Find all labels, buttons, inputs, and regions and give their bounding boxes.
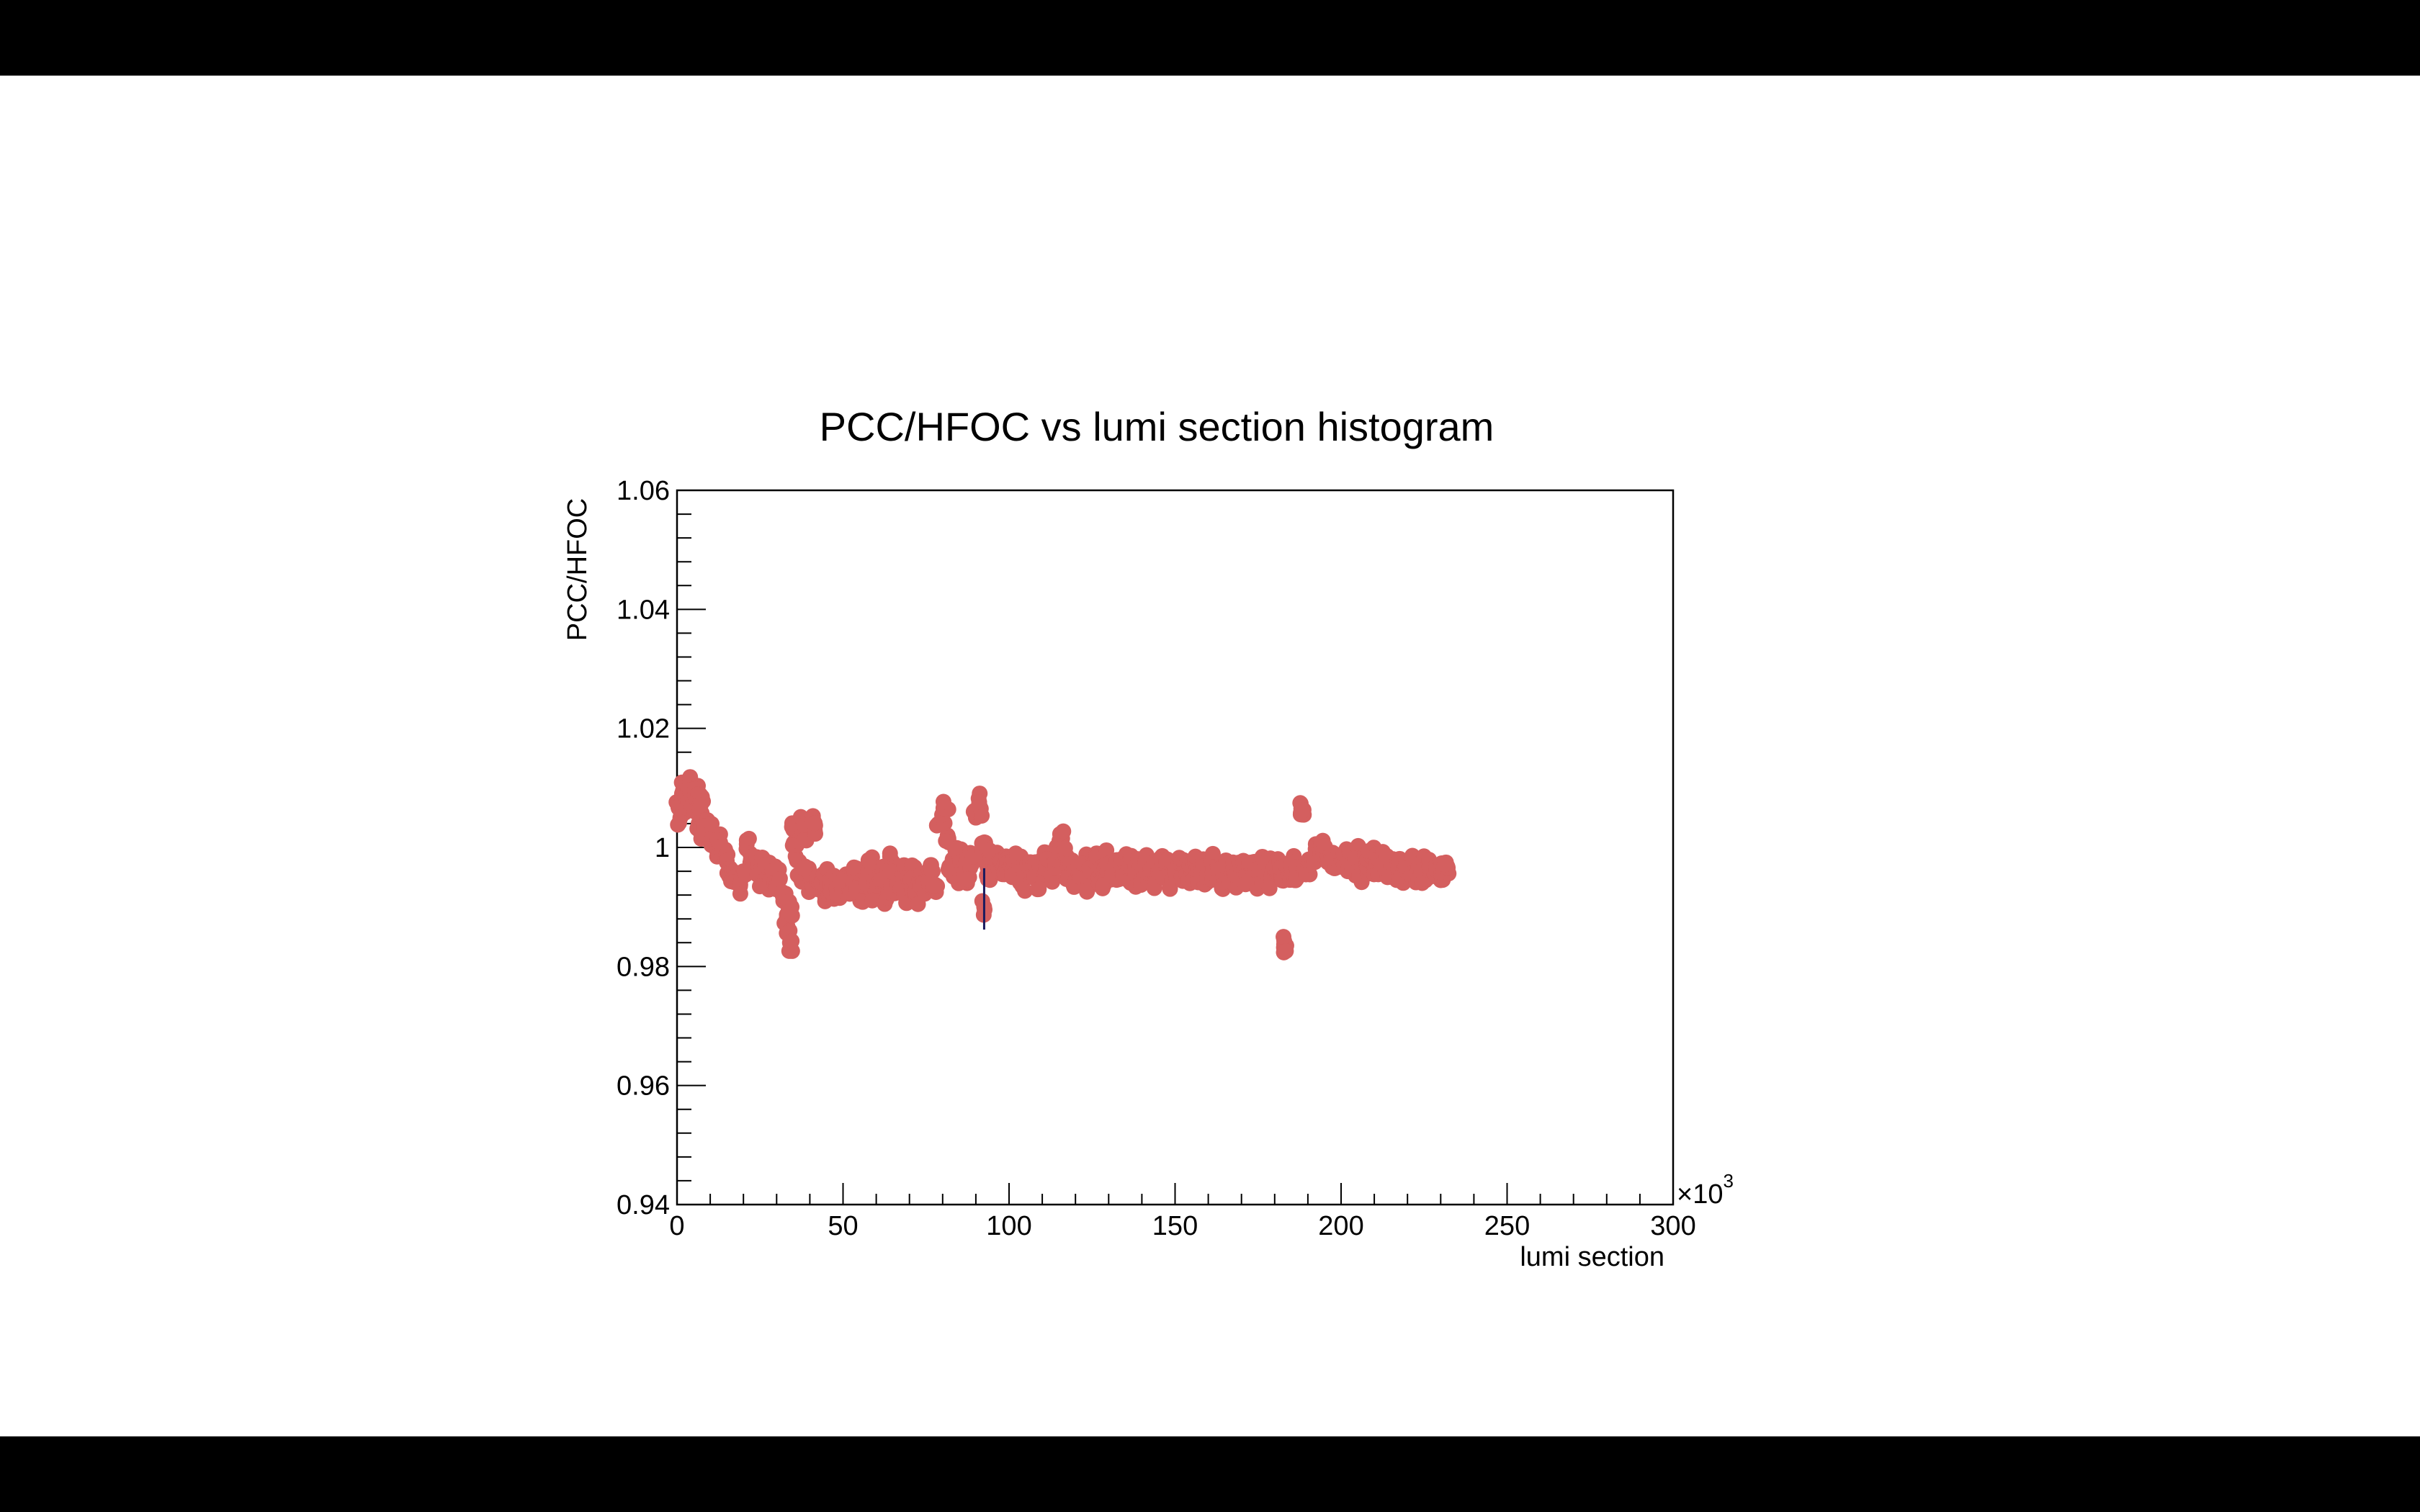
- data-point-sample: [935, 793, 951, 810]
- data-point-sample: [784, 907, 800, 924]
- data-point-sample: [974, 893, 990, 909]
- y-axis-label: PCC/HFOC: [563, 498, 593, 641]
- x-axis-multiplier-exponent: 3: [1723, 1170, 1733, 1192]
- axis-tick-labels: 0 50 100 150 200 250 300 0.94 0.96 0.98 1 1.02 1.04 1…: [617, 476, 1696, 1241]
- data-point-sample: [926, 878, 942, 894]
- data-point-sample: [1261, 880, 1278, 896]
- data-point-sample: [1295, 801, 1312, 818]
- x-tick-label: 50: [828, 1211, 858, 1241]
- top-letterbox-bar: [0, 0, 2420, 76]
- data-point-sample: [846, 859, 862, 876]
- y-tick-label: 0.98: [617, 952, 670, 982]
- data-point-sample: [1436, 856, 1453, 873]
- data-point-sample: [1276, 929, 1292, 945]
- data-point-sample: [784, 932, 800, 949]
- data-point-sample: [1055, 823, 1072, 840]
- data-point-sample: [860, 852, 877, 868]
- x-tick-label: 0: [669, 1211, 684, 1241]
- data-point-sample: [1278, 942, 1294, 959]
- data-point-sample: [882, 845, 898, 862]
- data-point-sample: [923, 863, 940, 879]
- y-tick-label: 0.96: [617, 1071, 670, 1102]
- data-point-sample: [971, 794, 987, 811]
- x-tick-label: 100: [986, 1211, 1031, 1241]
- chart-title: PCC/HFOC vs lumi section histogram: [820, 404, 1494, 449]
- data-point-sample: [692, 797, 709, 814]
- x-tick-label: 300: [1650, 1211, 1695, 1241]
- data-point-sample: [974, 807, 990, 824]
- y-tick-label: 0.94: [617, 1190, 670, 1220]
- y-tick-label: 1: [655, 833, 670, 863]
- data-point-sample: [1098, 842, 1115, 858]
- x-tick-label: 200: [1318, 1211, 1363, 1241]
- x-tick-label: 250: [1484, 1211, 1530, 1241]
- data-point-sample: [771, 871, 788, 888]
- y-tick-label: 1.02: [617, 714, 670, 744]
- x-axis-label: lumi section: [1520, 1242, 1664, 1272]
- data-point-sample: [1031, 881, 1047, 897]
- x-axis-multiplier: ×103: [1677, 1170, 1734, 1210]
- data-point-sample: [1204, 845, 1221, 862]
- y-tick-label: 1.04: [617, 595, 670, 625]
- data-point-sample: [1057, 840, 1073, 857]
- y-tick-label: 1.06: [617, 476, 670, 506]
- data-point-sample: [1079, 883, 1095, 899]
- data-markers: [668, 769, 1457, 960]
- bottom-letterbox-bar: [0, 1436, 2420, 1512]
- data-point-sample: [864, 892, 881, 909]
- x-axis-multiplier-base: ×10: [1677, 1179, 1723, 1210]
- x-tick-label: 150: [1152, 1211, 1198, 1241]
- data-point-sample: [807, 815, 823, 832]
- data-point-sample: [959, 871, 976, 888]
- axis-ticks: [676, 490, 1674, 1205]
- plot-frame: [676, 489, 1675, 1206]
- data-point-sample: [982, 872, 998, 888]
